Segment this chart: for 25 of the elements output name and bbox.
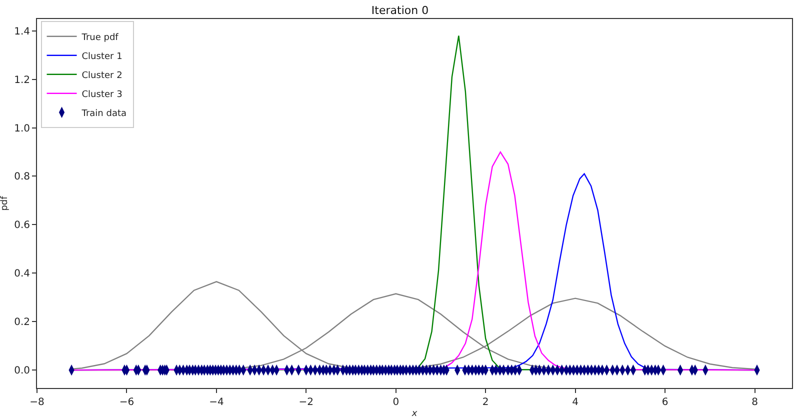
x-tick-label: 4 <box>572 397 579 408</box>
y-tick-label: 1.4 <box>14 26 30 38</box>
legend-label: Cluster 1 <box>82 52 122 62</box>
legend-label: Train data <box>80 108 127 119</box>
y-tick-label: 0.2 <box>14 317 30 328</box>
legend-label: Cluster 3 <box>82 90 122 100</box>
x-tick-label: −8 <box>30 397 44 408</box>
legend-label: Cluster 2 <box>82 70 122 81</box>
y-tick-label: 0.8 <box>14 172 30 183</box>
y-tick-label: 0.4 <box>14 268 30 280</box>
x-tick-label: −6 <box>119 397 134 408</box>
legend-label: True pdf <box>80 32 120 43</box>
y-axis-title: pdf <box>0 195 10 211</box>
x-tick-label: 8 <box>752 397 758 408</box>
x-axis-title: x <box>410 408 418 419</box>
y-tick-label: 0.6 <box>14 220 30 232</box>
x-tick-label: −4 <box>209 397 224 408</box>
x-tick-label: −2 <box>298 397 314 408</box>
x-tick-label: 6 <box>662 397 668 408</box>
y-tick-label: 1.2 <box>14 74 30 86</box>
y-tick-label: 0.0 <box>14 366 30 377</box>
chart-title: Iteration 0 <box>371 4 429 17</box>
y-tick-label: 1.0 <box>14 123 30 134</box>
x-tick-label: 2 <box>482 397 489 408</box>
x-tick-label: 0 <box>392 397 400 408</box>
